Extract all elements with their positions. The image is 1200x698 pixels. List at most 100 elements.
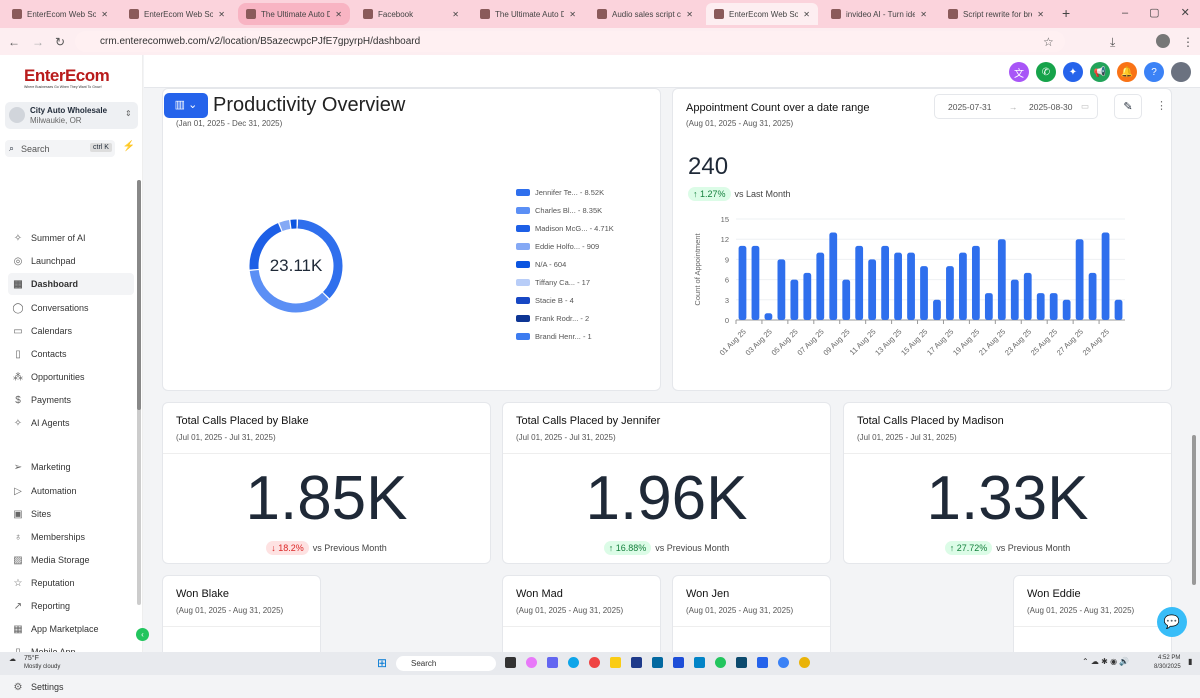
bar[interactable] bbox=[1076, 239, 1084, 320]
donut-slice[interactable] bbox=[281, 224, 290, 226]
sidebar-item-conversations[interactable]: ◯Conversations bbox=[8, 297, 134, 319]
legend-item[interactable]: Stacie B - 4 bbox=[516, 296, 574, 305]
phone-icon[interactable]: ✆ bbox=[1036, 62, 1056, 82]
sidebar-item-dashboard[interactable]: ▦Dashboard bbox=[8, 273, 134, 295]
legend-item[interactable]: Charles Bl... - 8.35K bbox=[516, 206, 602, 215]
bar[interactable] bbox=[894, 253, 902, 320]
sidebar-item-memberships[interactable]: ♁Memberships bbox=[8, 526, 134, 548]
sidebar-item-media-storage[interactable]: ▨Media Storage bbox=[8, 549, 134, 571]
bar[interactable] bbox=[829, 232, 837, 320]
bar[interactable] bbox=[777, 259, 785, 320]
bar[interactable] bbox=[959, 253, 967, 320]
bar[interactable] bbox=[920, 266, 928, 320]
sidebar-item-contacts[interactable]: ▯Contacts bbox=[8, 343, 134, 365]
close-tab-icon[interactable]: ✕ bbox=[569, 10, 576, 19]
notification-icon[interactable]: ▮ bbox=[1188, 657, 1192, 666]
bar[interactable] bbox=[790, 280, 798, 320]
sidebar-item-reputation[interactable]: ☆Reputation bbox=[8, 572, 134, 594]
taskbar-apps[interactable] bbox=[505, 657, 810, 668]
edit-pencil-icon[interactable]: ✎ bbox=[1114, 94, 1142, 119]
sidebar-item-marketing[interactable]: ➢Marketing bbox=[8, 456, 134, 478]
browser-tab[interactable]: EnterEcom Web Solu✕ bbox=[706, 3, 818, 25]
browser-tab[interactable]: EnterEcom Web Solu✕ bbox=[121, 3, 233, 25]
bar[interactable] bbox=[946, 266, 954, 320]
download-icon[interactable]: ⤓ bbox=[1110, 35, 1115, 50]
megaphone-icon[interactable]: 📢 bbox=[1090, 62, 1110, 82]
browser-tab[interactable]: The Ultimate Auto D✕ bbox=[472, 3, 584, 25]
bar[interactable] bbox=[1011, 280, 1019, 320]
bar[interactable] bbox=[1037, 293, 1045, 320]
help-icon[interactable]: ? bbox=[1144, 62, 1164, 82]
browser-tab[interactable]: Audio sales script cre✕ bbox=[589, 3, 701, 25]
browser-tab[interactable]: Facebook✕ bbox=[355, 3, 467, 25]
browser-tab[interactable]: invideo AI - Turn ide✕ bbox=[823, 3, 935, 25]
search-input[interactable]: ⌕ Search ctrl K bbox=[5, 140, 115, 157]
layout-toggle-button[interactable]: ▥ ⌄ bbox=[164, 93, 208, 118]
close-tab-icon[interactable]: ✕ bbox=[218, 10, 225, 19]
bar[interactable] bbox=[907, 253, 915, 320]
close-tab-icon[interactable]: ✕ bbox=[101, 10, 108, 19]
sidebar-item-payments[interactable]: $Payments bbox=[8, 389, 134, 411]
donut-slice[interactable] bbox=[254, 270, 325, 308]
bar[interactable] bbox=[842, 280, 850, 320]
legend-item[interactable]: Eddie Holfo... - 909 bbox=[516, 242, 599, 251]
bar[interactable] bbox=[1115, 300, 1123, 320]
sidebar-item-summer-of-ai[interactable]: ✧Summer of AI bbox=[8, 227, 134, 249]
legend-item[interactable]: Brandi Henr... - 1 bbox=[516, 332, 592, 341]
bookmark-star-icon[interactable]: ☆ bbox=[1043, 35, 1054, 49]
close-tab-icon[interactable]: ✕ bbox=[686, 10, 693, 19]
close-tab-icon[interactable]: ✕ bbox=[452, 10, 459, 19]
close-tab-icon[interactable]: ✕ bbox=[1037, 10, 1044, 19]
sidebar-item-launchpad[interactable]: ◎Launchpad bbox=[8, 250, 134, 272]
account-switcher[interactable]: City Auto Wholesale Milwaukie, OR ⇕ bbox=[5, 102, 138, 129]
bar[interactable] bbox=[868, 259, 876, 320]
main-scrollbar[interactable] bbox=[1192, 435, 1196, 585]
bar[interactable] bbox=[998, 239, 1006, 320]
windows-start-icon[interactable]: ⊞ bbox=[377, 656, 387, 670]
sidebar-item-calendars[interactable]: ▭Calendars bbox=[8, 320, 134, 342]
bell-icon[interactable]: 🔔 bbox=[1117, 62, 1137, 82]
close-tab-icon[interactable]: ✕ bbox=[335, 10, 342, 19]
chat-widget-button[interactable]: 💬 bbox=[1157, 607, 1187, 637]
url-input[interactable]: crm.enterecomweb.com/v2/location/B5azecw… bbox=[75, 31, 1065, 52]
window-controls[interactable]: – ▢ ✕ bbox=[1122, 6, 1190, 19]
browser-tab[interactable]: EnterEcom Web Solu✕ bbox=[4, 3, 116, 25]
bar[interactable] bbox=[855, 246, 863, 320]
bar[interactable] bbox=[1024, 273, 1032, 320]
collapse-sidebar-button[interactable]: ‹ bbox=[136, 628, 149, 641]
new-tab-button[interactable]: + bbox=[1062, 5, 1070, 21]
bar[interactable] bbox=[1102, 232, 1110, 320]
sidebar-item-app-marketplace[interactable]: ▦App Marketplace bbox=[8, 618, 134, 640]
quick-action-bolt-icon[interactable]: ⚡ bbox=[121, 141, 137, 157]
close-tab-icon[interactable]: ✕ bbox=[920, 10, 927, 19]
legend-item[interactable]: Frank Rodr... - 2 bbox=[516, 314, 589, 323]
bar[interactable] bbox=[765, 313, 773, 320]
bar[interactable] bbox=[803, 273, 811, 320]
bar[interactable] bbox=[1050, 293, 1058, 320]
bar[interactable] bbox=[816, 253, 824, 320]
reload-icon[interactable]: ↻ bbox=[55, 35, 65, 49]
bar[interactable] bbox=[985, 293, 993, 320]
legend-item[interactable]: Madison McG... - 4.71K bbox=[516, 224, 614, 233]
legend-item[interactable]: Jennifer Te... - 8.52K bbox=[516, 188, 604, 197]
translate-icon[interactable]: 文 bbox=[1009, 62, 1029, 82]
bar[interactable] bbox=[1089, 273, 1097, 320]
bar[interactable] bbox=[739, 246, 747, 320]
browser-tab[interactable]: The Ultimate Auto D✕ bbox=[238, 3, 350, 25]
bar[interactable] bbox=[972, 246, 980, 320]
system-tray-icons[interactable]: ⌃ ☁ ✱ ◉ 🔊 bbox=[1082, 657, 1129, 666]
ai-sparkle-icon[interactable]: ✦ bbox=[1063, 62, 1083, 82]
forward-icon[interactable]: → bbox=[32, 35, 44, 49]
user-avatar[interactable] bbox=[1171, 62, 1191, 82]
sidebar-item-ai-agents[interactable]: ✧AI Agents bbox=[8, 412, 134, 434]
bar[interactable] bbox=[881, 246, 889, 320]
legend-item[interactable]: Tiffany Ca... - 17 bbox=[516, 278, 590, 287]
back-icon[interactable]: ← bbox=[8, 35, 20, 49]
close-tab-icon[interactable]: ✕ bbox=[803, 10, 810, 19]
more-options-icon[interactable]: ⋮ bbox=[1156, 99, 1167, 112]
bar[interactable] bbox=[1063, 300, 1071, 320]
profile-avatar[interactable] bbox=[1156, 34, 1170, 48]
sidebar-item-reporting[interactable]: ↗Reporting bbox=[8, 595, 134, 617]
legend-item[interactable]: N/A - 604 bbox=[516, 260, 566, 269]
sidebar-item-sites[interactable]: ▣Sites bbox=[8, 503, 134, 525]
